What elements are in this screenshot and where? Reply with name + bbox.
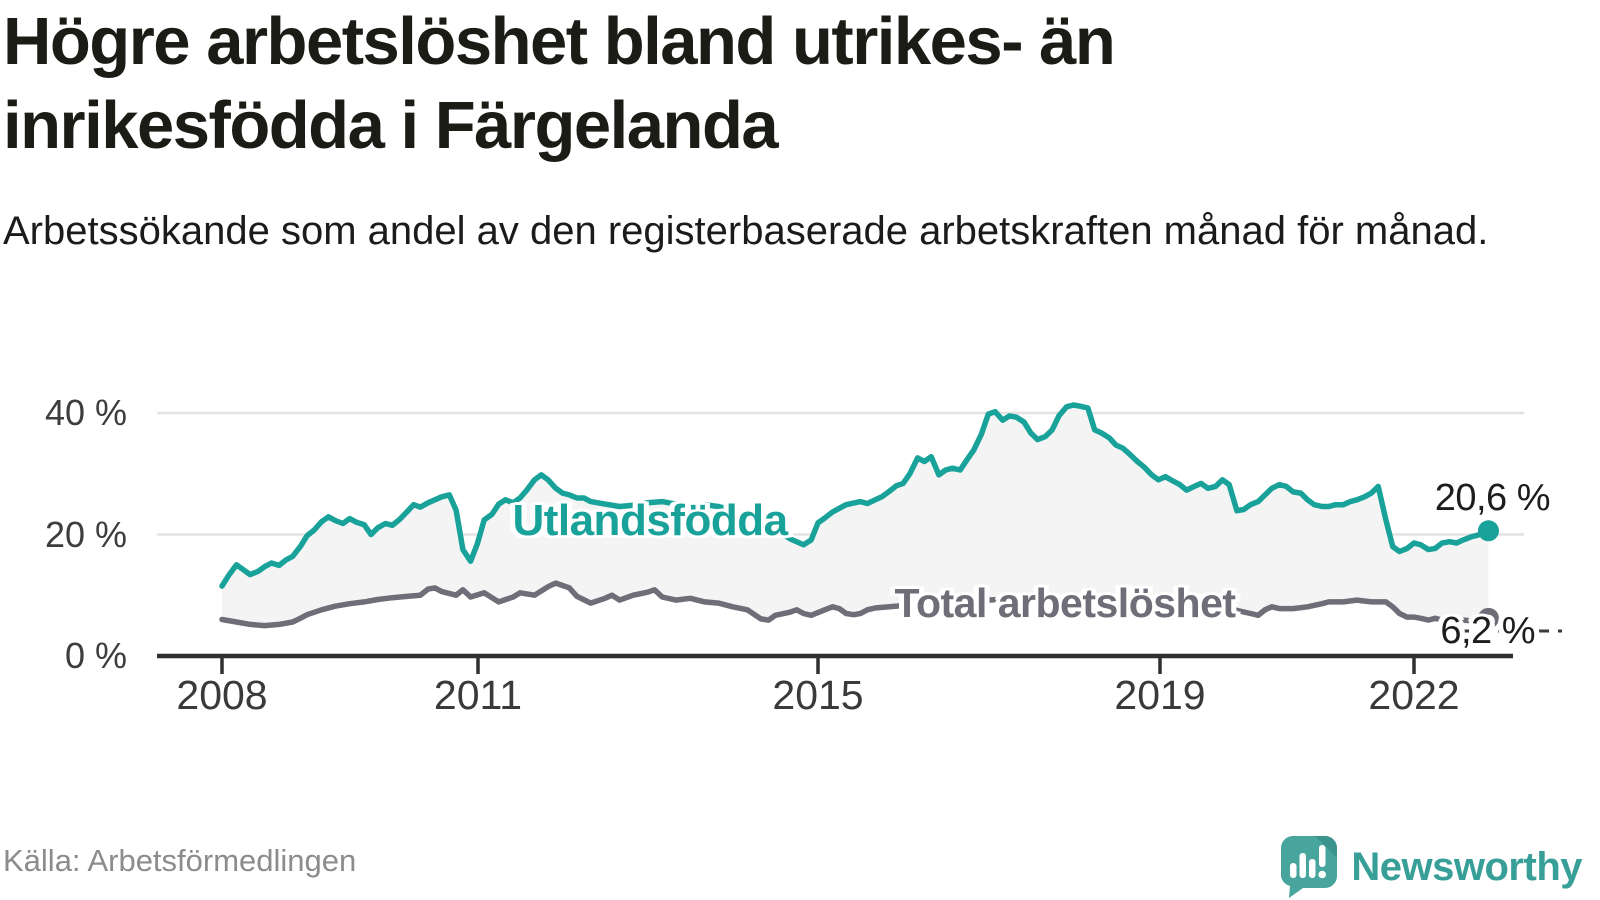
area-between-series (222, 405, 1489, 626)
x-tick-2015: 2015 (772, 672, 864, 718)
utlandsfodda-line (219, 402, 1492, 589)
end-value-total: 6,2 % (1440, 610, 1535, 652)
speech-bubble-bar-chart-icon (1281, 836, 1338, 898)
y-tick-40: 40 % (44, 392, 127, 433)
brand-wordmark: Newsworthy (1351, 844, 1582, 889)
series-label-utlandsfodda: Utlandsfödda (512, 496, 788, 545)
newsworthy-logo[interactable]: Newsworthy (1281, 836, 1582, 898)
x-tick-2022: 2022 (1368, 672, 1460, 718)
chart-subtitle: Arbetssökande som andel av den registerb… (3, 209, 1489, 253)
x-tick-2011: 2011 (433, 672, 523, 718)
page-title: Högre arbetslöshet bland utrikes- än inr… (3, 4, 1116, 163)
total-arbetsloshet-line (219, 580, 1492, 629)
x-tick-2019: 2019 (1114, 672, 1206, 718)
end-value-utlandsfodda: 20,6 % (1434, 477, 1551, 519)
axis-ticks (220, 658, 1416, 674)
y-tick-0: 0 % (64, 635, 127, 676)
source-note: Källa: Arbetsförmedlingen (3, 843, 357, 878)
x-tick-2008: 2008 (176, 672, 268, 718)
line-chart (157, 402, 1562, 674)
series-label-total-arbetsloshet: Total arbetslöshet (894, 580, 1236, 626)
total-end-dot (1477, 607, 1499, 629)
y-tick-20: 20 % (44, 514, 127, 555)
utlandsfodda-end-dot (1477, 520, 1499, 542)
